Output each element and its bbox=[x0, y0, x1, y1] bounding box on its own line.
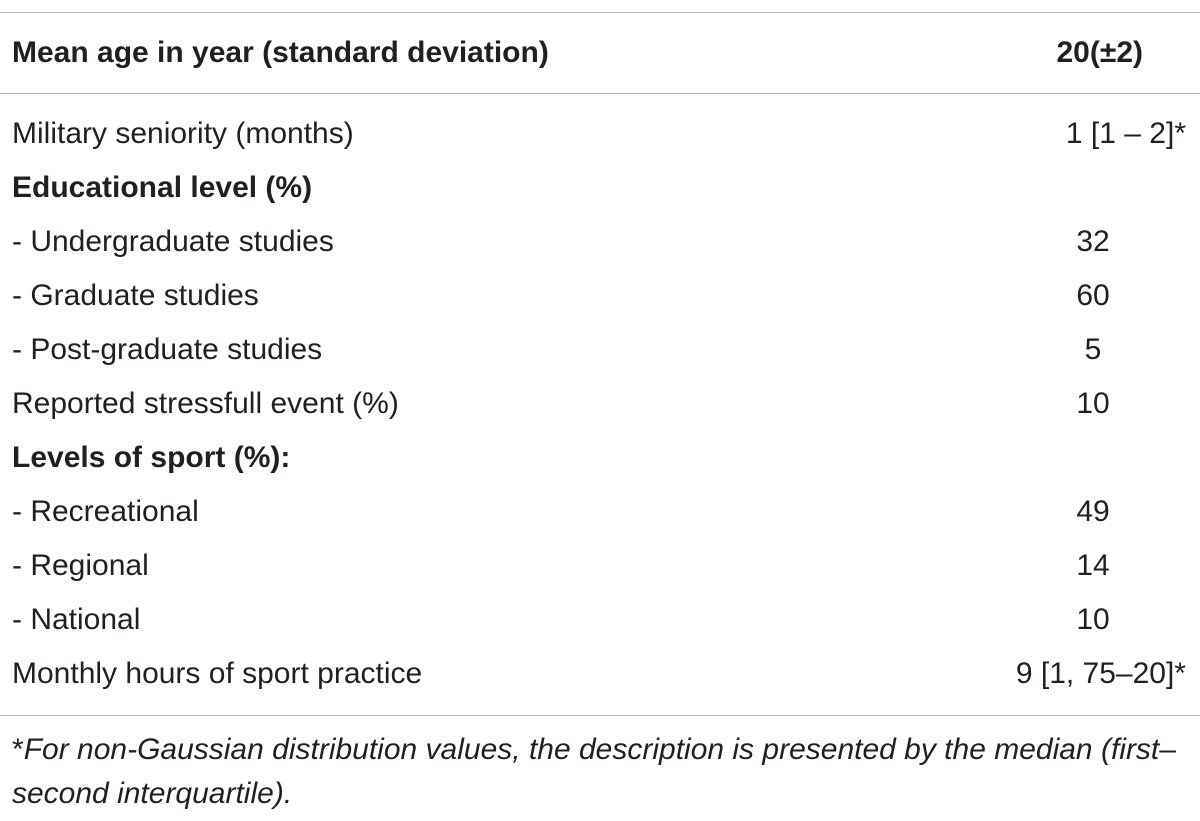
row-value: 32 bbox=[1076, 225, 1110, 258]
footnote-text: For non-Gaussian distribution values, th… bbox=[12, 733, 1176, 810]
table-row: Monthly hours of sport practice 9 [1, 75… bbox=[0, 647, 1200, 701]
table-footnote: *For non-Gaussian distribution values, t… bbox=[12, 728, 1192, 816]
table-bottom-rule bbox=[0, 715, 1200, 716]
table-row: Military seniority (months) 1 [1 – 2]* bbox=[0, 107, 1200, 161]
row-label: - Undergraduate studies bbox=[12, 225, 334, 258]
row-value: 1 [1 – 2]* bbox=[1065, 117, 1186, 150]
row-value: 14 bbox=[1076, 549, 1110, 582]
row-value: 9 [1, 75–20]* bbox=[1015, 657, 1186, 690]
row-label: Monthly hours of sport practice bbox=[12, 657, 423, 690]
table-section-row: Educational level (%) bbox=[0, 161, 1200, 215]
row-label: - Graduate studies bbox=[12, 279, 259, 312]
table-row: - Recreational 49 bbox=[0, 485, 1200, 539]
row-value: 60 bbox=[1076, 279, 1110, 312]
row-value: 10 bbox=[1076, 387, 1110, 420]
footnote-marker: * bbox=[12, 733, 24, 766]
row-label: - Post-graduate studies bbox=[12, 333, 323, 366]
row-value: 49 bbox=[1076, 495, 1110, 528]
table-row: - Undergraduate studies 32 bbox=[0, 215, 1200, 269]
table-header-row: Mean age in year (standard deviation) 20… bbox=[0, 25, 1200, 81]
row-label: - National bbox=[12, 603, 141, 636]
row-value: 5 bbox=[1084, 333, 1102, 366]
table-top-rule bbox=[0, 12, 1200, 13]
table-row: - Graduate studies 60 bbox=[0, 269, 1200, 323]
table-section-row: Levels of sport (%): bbox=[0, 431, 1200, 485]
table-row: - National 10 bbox=[0, 593, 1200, 647]
section-label: Levels of sport (%): bbox=[12, 441, 291, 474]
table-row: - Post-graduate studies 5 bbox=[0, 323, 1200, 377]
row-label: - Recreational bbox=[12, 495, 199, 528]
table-row: Reported stressfull event (%) 10 bbox=[0, 377, 1200, 431]
row-value: 10 bbox=[1076, 603, 1110, 636]
table-header-rule bbox=[0, 93, 1200, 94]
section-label: Educational level (%) bbox=[12, 171, 313, 204]
header-label: Mean age in year (standard deviation) bbox=[12, 36, 549, 69]
header-value: 20(±2) bbox=[1056, 36, 1144, 69]
row-label: Military seniority (months) bbox=[12, 117, 354, 150]
row-label: - Regional bbox=[12, 549, 149, 582]
row-label: Reported stressfull event (%) bbox=[12, 387, 399, 420]
table-row: - Regional 14 bbox=[0, 539, 1200, 593]
